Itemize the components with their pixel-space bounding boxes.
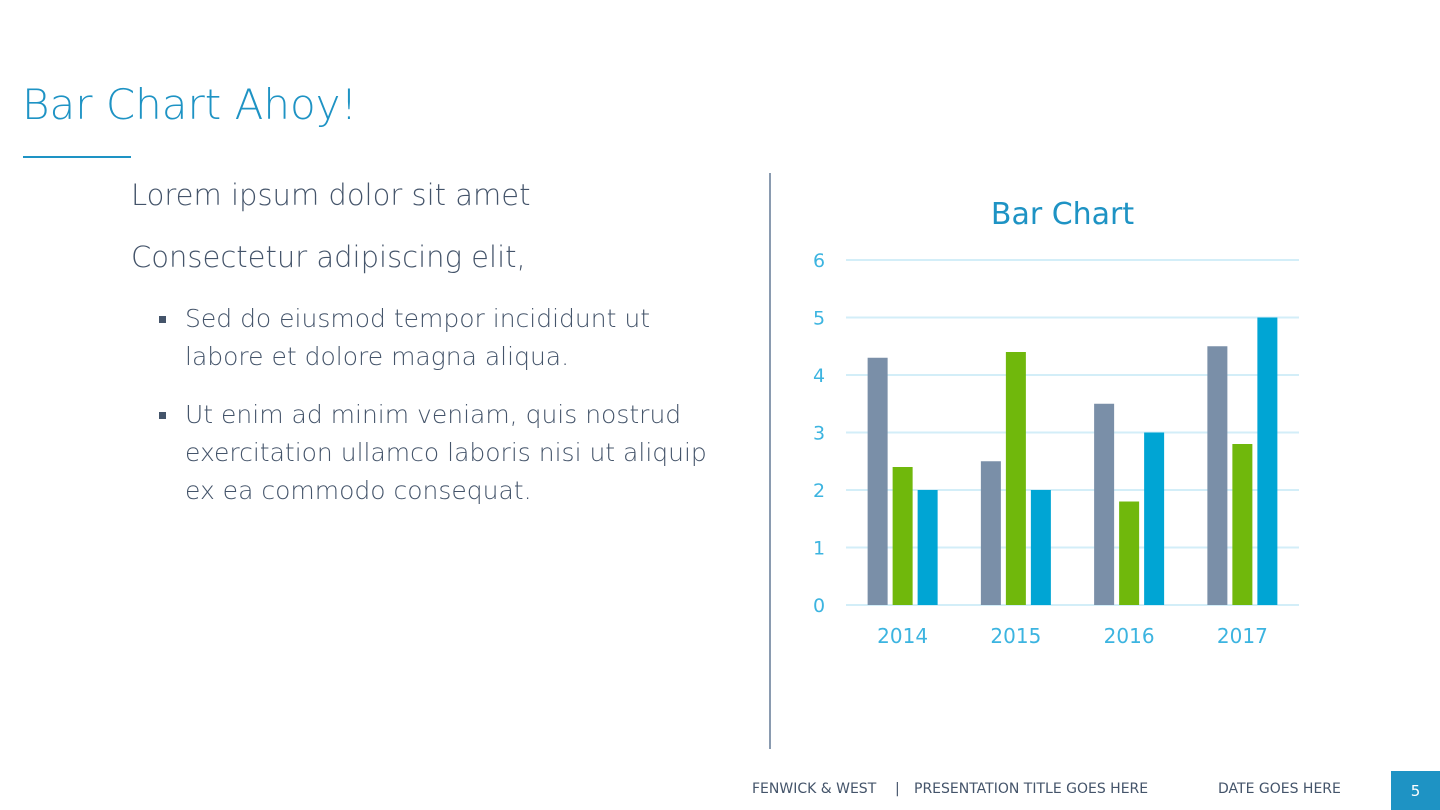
bullet-line: labore et dolore magna aliqua. [185,342,570,371]
bullet-item-2: Ut enim ad minim veniam, quis nostrud ex… [131,396,741,510]
bar [980,461,1001,605]
body-text: Lorem ipsum dolor sit amet Consectetur a… [131,176,741,530]
bar [1207,346,1228,605]
bullet-item-1: Sed do eiusmod tempor incididunt ut labo… [131,300,741,376]
y-tick-label: 6 [813,250,825,272]
x-tick-label: 2016 [1104,624,1155,648]
footer-separator: | [895,781,900,797]
bullet-line: Ut enim ad minim veniam, quis nostrud [185,400,682,429]
bar [867,357,888,605]
footer-company: FENWICK & WEST [752,781,877,797]
bar [1232,444,1253,605]
bar [892,467,913,605]
slide-title: Bar Chart Ahoy! [22,80,358,129]
bullet-line: ex ea commodo consequat. [185,476,532,505]
y-tick-label: 0 [813,595,825,617]
bar [1005,352,1026,605]
bullet-line: Sed do eiusmod tempor incididunt ut [185,304,651,333]
bar [1119,501,1140,605]
footer-date: DATE GOES HERE [1218,781,1341,797]
bar [917,490,938,605]
square-bullet-icon [159,412,166,419]
title-underline [23,156,131,158]
square-bullet-icon [159,316,166,323]
bar-chart: Bar Chart 0 1 2 3 4 5 6 2014 2015 2016 2017 [813,197,1299,648]
x-tick-label: 2015 [990,624,1041,648]
chart-title: Bar Chart [991,197,1135,232]
y-tick-label: 1 [813,538,825,560]
y-tick-label: 5 [813,308,825,330]
x-tick-label: 2014 [877,624,928,648]
bar [1144,432,1165,605]
x-tick-label: 2017 [1217,624,1268,648]
footer-presentation-title: PRESENTATION TITLE GOES HERE [914,781,1149,797]
paragraph-2: Consectetur adipiscing elit, [131,240,526,274]
bar [1257,317,1278,605]
bullet-line: exercitation ullamco laboris nisi ut ali… [185,438,707,467]
paragraph-1: Lorem ipsum dolor sit amet [131,178,531,212]
bar [1094,403,1115,605]
vertical-divider [769,173,771,749]
y-tick-label: 4 [813,365,825,387]
y-tick-label: 3 [813,423,825,445]
y-tick-label: 2 [813,480,825,502]
bar [1030,490,1051,605]
page-number: 5 [1391,771,1440,810]
